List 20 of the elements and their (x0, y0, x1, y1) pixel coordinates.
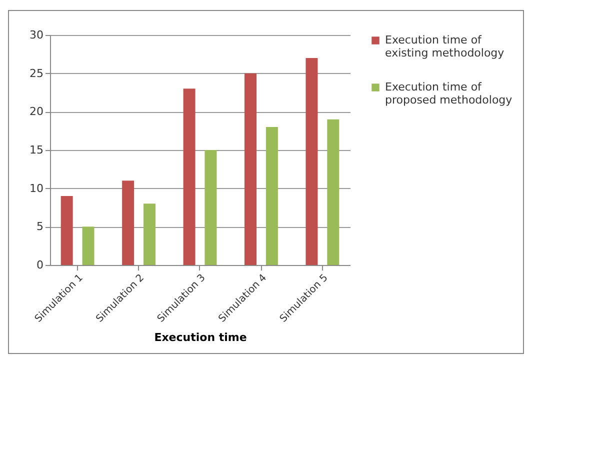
legend-label: Execution time of existing methodology (385, 34, 505, 60)
bar (266, 127, 278, 265)
y-tick-label: 15 (30, 144, 44, 156)
y-tick-label: 0 (36, 258, 44, 272)
y-tick-label: 25 (30, 66, 44, 80)
bar (183, 88, 196, 265)
bar (327, 119, 340, 265)
y-tick-label: 20 (30, 105, 44, 118)
y-tick-label: 5 (36, 220, 44, 234)
bar (204, 150, 217, 265)
bar (143, 204, 156, 265)
y-tick-label: 10 (30, 182, 44, 195)
bar (244, 73, 257, 265)
bar (122, 180, 134, 265)
bar (306, 58, 318, 265)
bar (82, 226, 94, 265)
x-axis-title: Execution time (154, 330, 247, 344)
y-tick-label: 30 (30, 28, 44, 42)
bar (60, 196, 73, 265)
legend-label: Execution time of proposed methodology (385, 80, 513, 106)
